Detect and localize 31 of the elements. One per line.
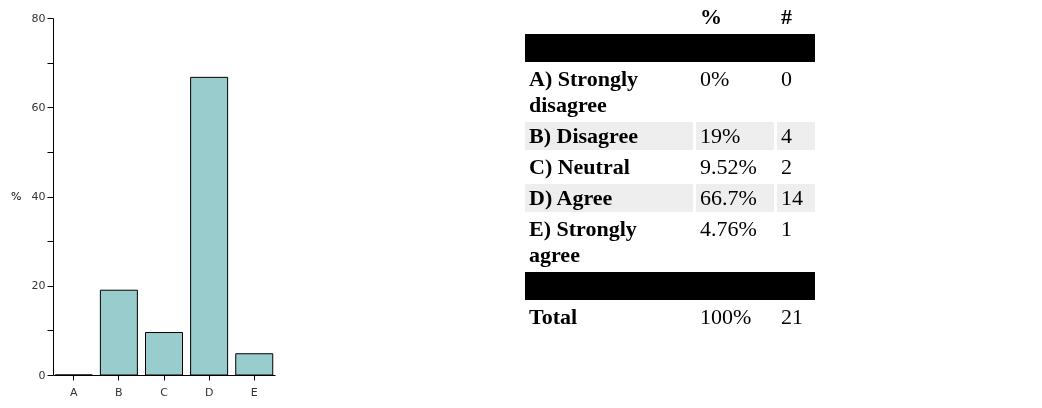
text: 9.52% <box>699 153 758 181</box>
text: 66.7% <box>696 184 774 212</box>
text: D) Agree <box>525 184 693 212</box>
text: E) Strongly agree <box>528 215 638 269</box>
y-tick-label: 0 <box>38 368 46 382</box>
text: 4 <box>777 122 815 150</box>
y-tick-label: 40 <box>31 190 46 203</box>
text: 0% <box>699 65 731 93</box>
text: # <box>780 3 793 31</box>
text: 14 <box>777 184 815 212</box>
text: 19% <box>696 122 774 150</box>
x-tick-label: E <box>250 385 258 399</box>
x-tick-label: D <box>204 385 214 399</box>
x-tick-label: A <box>69 385 78 399</box>
text: 0 <box>780 65 793 93</box>
y-tick-label: 80 <box>31 11 46 25</box>
text: B) Disagree <box>525 122 693 150</box>
y-tick-label: 60 <box>31 100 46 114</box>
text: A) Strongly disagree <box>528 65 639 119</box>
x-tick-label: B <box>115 385 123 399</box>
text: 21 <box>780 303 804 331</box>
text: 2 <box>780 153 793 181</box>
text: 1 <box>780 215 793 243</box>
y-tick-label: 20 <box>31 279 46 293</box>
text: % <box>699 3 723 31</box>
text: C) Neutral <box>528 153 631 181</box>
y-axis-title: % <box>11 189 22 203</box>
text: 4.76% <box>699 215 758 243</box>
text: 100% <box>699 303 753 331</box>
text: Total <box>528 303 579 331</box>
x-tick-label: C <box>160 385 169 399</box>
